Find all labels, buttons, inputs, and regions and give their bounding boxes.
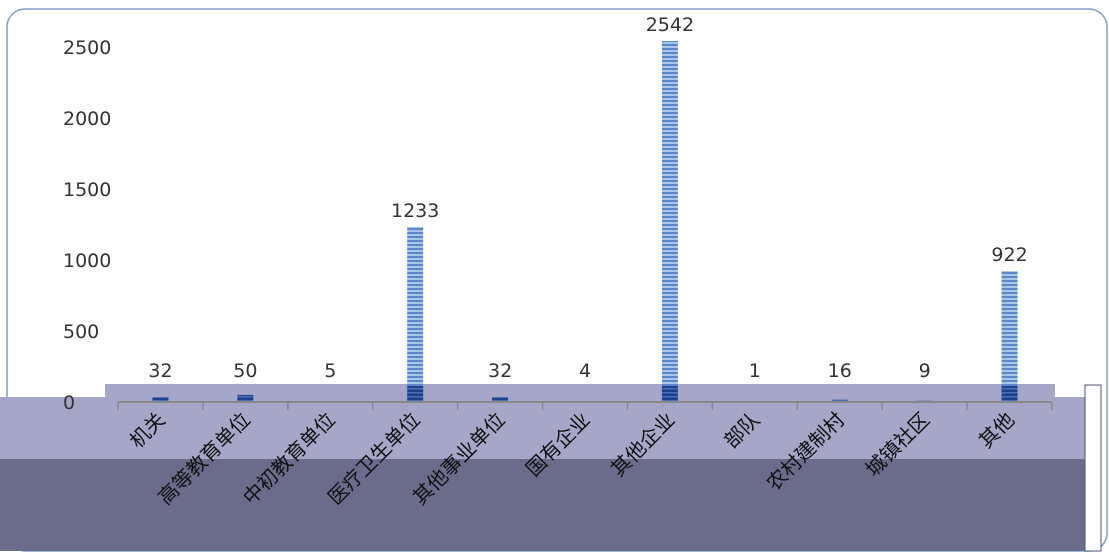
data-label: 922 [991, 244, 1027, 266]
y-tick-label: 0 [63, 392, 75, 414]
bar-base [1001, 386, 1018, 402]
data-label: 32 [148, 360, 172, 382]
bar [661, 41, 678, 402]
y-tick-label: 2000 [63, 108, 111, 130]
y-tick-label: 1000 [63, 250, 111, 272]
overlay-band-light [0, 397, 1100, 459]
bar-base [492, 397, 509, 402]
data-label: 1233 [391, 200, 439, 222]
data-label: 4 [579, 360, 591, 382]
bar [1001, 271, 1018, 402]
data-label: 2542 [646, 14, 694, 36]
bar-base [661, 386, 678, 402]
data-label: 32 [488, 360, 512, 382]
bars-group [152, 41, 1018, 402]
x-axis-ticks [117, 402, 1053, 410]
data-labels-group: 32 50 5 1233 32 4 2542 1 16 9 922 [148, 14, 1027, 382]
overlay-band-top [105, 384, 1055, 398]
data-label: 9 [919, 360, 931, 382]
bar-base [831, 399, 848, 402]
data-label: 1 [749, 360, 761, 382]
data-label: 16 [828, 360, 852, 382]
overlay-scroll-edge [1084, 384, 1102, 552]
bar-base [407, 386, 424, 402]
y-tick-label: 500 [63, 321, 99, 343]
y-axis: 0 500 1000 1500 2000 2500 [63, 37, 111, 414]
bar-base [237, 394, 254, 402]
bar [407, 226, 424, 402]
y-tick-label: 2500 [63, 37, 111, 59]
y-tick-label: 1500 [63, 179, 111, 201]
bar-base [152, 397, 169, 402]
overlay-band-dark [0, 459, 1090, 551]
data-label: 5 [324, 360, 336, 382]
data-label: 50 [233, 360, 257, 382]
